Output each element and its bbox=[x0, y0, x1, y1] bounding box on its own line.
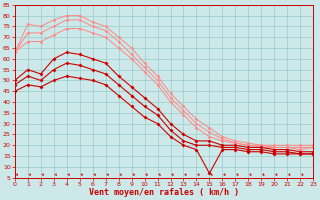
X-axis label: Vent moyen/en rafales ( km/h ): Vent moyen/en rafales ( km/h ) bbox=[89, 188, 239, 197]
